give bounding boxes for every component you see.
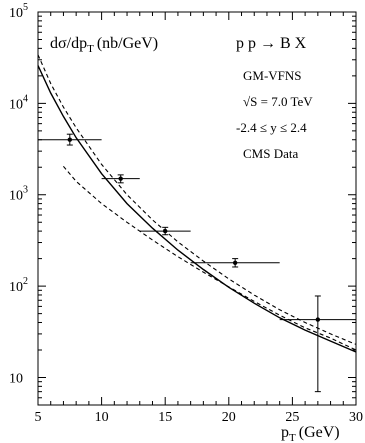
y-tick-label: 103 [9, 185, 28, 204]
data-marker [67, 137, 73, 142]
data-point [101, 174, 140, 184]
points-layer [38, 133, 356, 393]
data-point [139, 226, 191, 236]
y-tick-label: 105 [9, 2, 28, 21]
x-tick-label: 30 [349, 410, 363, 425]
data-point [279, 295, 356, 393]
y-tick-label: 10 [9, 371, 23, 386]
rapidity-annotation: -2.4 ≤ y ≤ 2.4 [236, 120, 307, 135]
data-point [38, 133, 102, 146]
data-marker [232, 260, 238, 265]
series-line-3 [62, 165, 357, 351]
series-line-1 [37, 65, 357, 353]
y-tick-label: 104 [9, 93, 28, 112]
x-tick-label: 5 [35, 410, 42, 425]
x-axis-label: pT (GeV) [281, 424, 340, 443]
data-marker [315, 317, 321, 322]
energy-annotation: √S = 7.0 TeV [243, 94, 313, 109]
x-tick-label: 25 [285, 410, 299, 425]
x-tick-label: 10 [95, 410, 109, 425]
ticks-layer: 5 10 15 20 25 30 10 102 103 104 105 [9, 2, 363, 425]
x-tick-label: 15 [158, 410, 172, 425]
y-axis-label: dσ/dpT (nb/GeV) [50, 35, 158, 55]
process-annotation: p p → B X [236, 35, 307, 52]
data-point [190, 258, 280, 268]
y-tick-label: 102 [9, 276, 28, 295]
x-tick-label: 20 [222, 410, 236, 425]
data-annotation: CMS Data [243, 146, 298, 161]
scheme-annotation: GM-VFNS [243, 68, 302, 83]
plot-frame [37, 11, 357, 406]
data-marker [118, 176, 123, 181]
series-layer [37, 54, 357, 353]
data-marker [163, 228, 168, 234]
series-line-2 [37, 54, 357, 345]
